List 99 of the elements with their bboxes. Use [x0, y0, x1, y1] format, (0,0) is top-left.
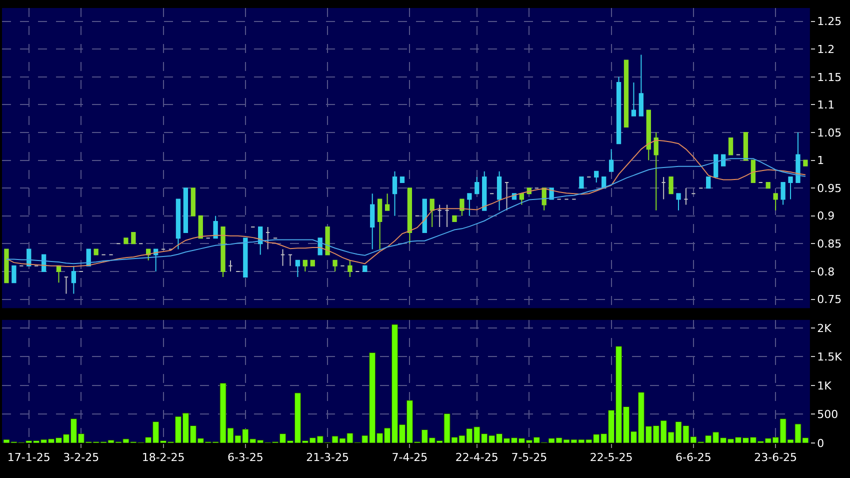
candlestick	[190, 188, 196, 216]
x-tick-label: 22-4-25	[455, 451, 498, 464]
candlestick	[803, 160, 808, 166]
candlestick	[176, 198, 181, 250]
candlestick	[437, 204, 442, 228]
candlestick	[750, 160, 756, 184]
candlestick	[624, 60, 629, 128]
y-tick-label: 0.95	[817, 182, 842, 195]
candlestick	[780, 182, 786, 206]
candlestick	[243, 238, 248, 278]
candlestick	[706, 176, 711, 189]
y-tick-label: 0.8	[817, 265, 835, 278]
candlestick	[668, 176, 674, 194]
candlestick	[661, 176, 666, 200]
candlestick	[676, 193, 681, 211]
candlestick	[198, 215, 203, 239]
candlestick	[64, 276, 69, 294]
candlestick	[220, 226, 226, 278]
x-tick-label: 7-5-25	[511, 451, 548, 464]
line-series	[6, 140, 806, 267]
y-tick-label: 1.5K	[817, 350, 843, 364]
candlestick	[616, 76, 622, 144]
y-tick-label: 1.1	[817, 98, 835, 112]
x-tick-label: 17-1-25	[7, 451, 50, 464]
candlestick	[646, 110, 651, 161]
candlestick	[332, 260, 338, 272]
candlestick	[183, 188, 188, 234]
candlestick	[12, 265, 16, 284]
candlestick	[766, 182, 770, 189]
x-tick-label: 23-6-25	[754, 451, 798, 464]
y-tick-label: 1	[817, 154, 824, 168]
candlestick	[444, 204, 450, 228]
candlestick	[407, 188, 412, 244]
candlestick	[94, 248, 98, 256]
y-tick-label: 0.85	[817, 238, 842, 251]
candlestick	[720, 154, 726, 166]
candlestick	[71, 265, 76, 294]
candlestick	[4, 248, 9, 284]
candlestick	[743, 132, 748, 161]
y-tick-label: 0.9	[817, 210, 835, 223]
candlestick	[608, 148, 614, 172]
candlestick	[684, 188, 688, 206]
candlestick	[474, 176, 480, 194]
candlestick	[714, 154, 718, 178]
candlestick	[228, 260, 233, 272]
line-series	[6, 158, 806, 264]
y-tick-label: 1.05	[817, 126, 842, 140]
candlestick	[302, 260, 308, 272]
candlestick	[384, 193, 390, 211]
candlestick	[594, 170, 599, 184]
candlestick	[430, 198, 434, 228]
candlestick	[788, 176, 793, 200]
candlestick	[124, 238, 128, 244]
x-tick-label: 6-3-25	[227, 451, 264, 464]
candlestick	[370, 193, 375, 250]
x-tick-label: 18-2-25	[142, 451, 185, 464]
y-tick-label: 1.25	[817, 15, 842, 28]
candlestick	[280, 248, 286, 266]
y-tick-label: 0	[817, 436, 824, 450]
y-tick-label: 500	[817, 408, 838, 422]
candlestick	[579, 176, 584, 189]
candlestick	[654, 132, 658, 211]
y-tick-label: 0.75	[817, 293, 842, 306]
candlestick	[773, 193, 778, 211]
y-tick-label: 1.15	[817, 70, 842, 84]
x-tick-label: 7-4-25	[392, 451, 428, 464]
candlestick	[362, 265, 368, 272]
candlestick	[467, 193, 472, 216]
candlestick	[295, 260, 300, 278]
y-tick-label: 2K	[817, 322, 832, 335]
candlestick	[452, 215, 457, 222]
candlestick	[496, 170, 502, 211]
candlestick	[131, 232, 136, 244]
y-tick-label: 1.2	[817, 42, 835, 56]
candlestick	[504, 182, 510, 211]
candlestick	[422, 198, 427, 234]
x-tick-label: 21-3-25	[306, 451, 350, 464]
candlestick	[400, 176, 405, 184]
candlestick	[348, 260, 352, 278]
x-tick-label: 3-2-25	[63, 451, 100, 464]
candlestick	[56, 265, 62, 284]
candlestick	[519, 193, 524, 206]
candlestick	[266, 226, 270, 250]
candlestick	[288, 254, 293, 266]
candlestick	[310, 260, 315, 266]
candlestick	[378, 198, 382, 250]
y-tick-label: 1K	[817, 379, 832, 392]
candlestick	[460, 198, 464, 216]
candlestick	[325, 226, 330, 256]
candlestick	[796, 132, 800, 184]
candlestick	[728, 138, 734, 156]
candlestick	[153, 248, 158, 272]
x-tick-label: 6-6-25	[675, 451, 712, 464]
candlestick	[482, 170, 487, 211]
candlestick	[213, 215, 218, 239]
candlestick	[392, 170, 398, 216]
candlestick	[638, 54, 644, 116]
candlestick	[631, 82, 636, 116]
x-tick-label: 22-5-25	[590, 451, 633, 464]
